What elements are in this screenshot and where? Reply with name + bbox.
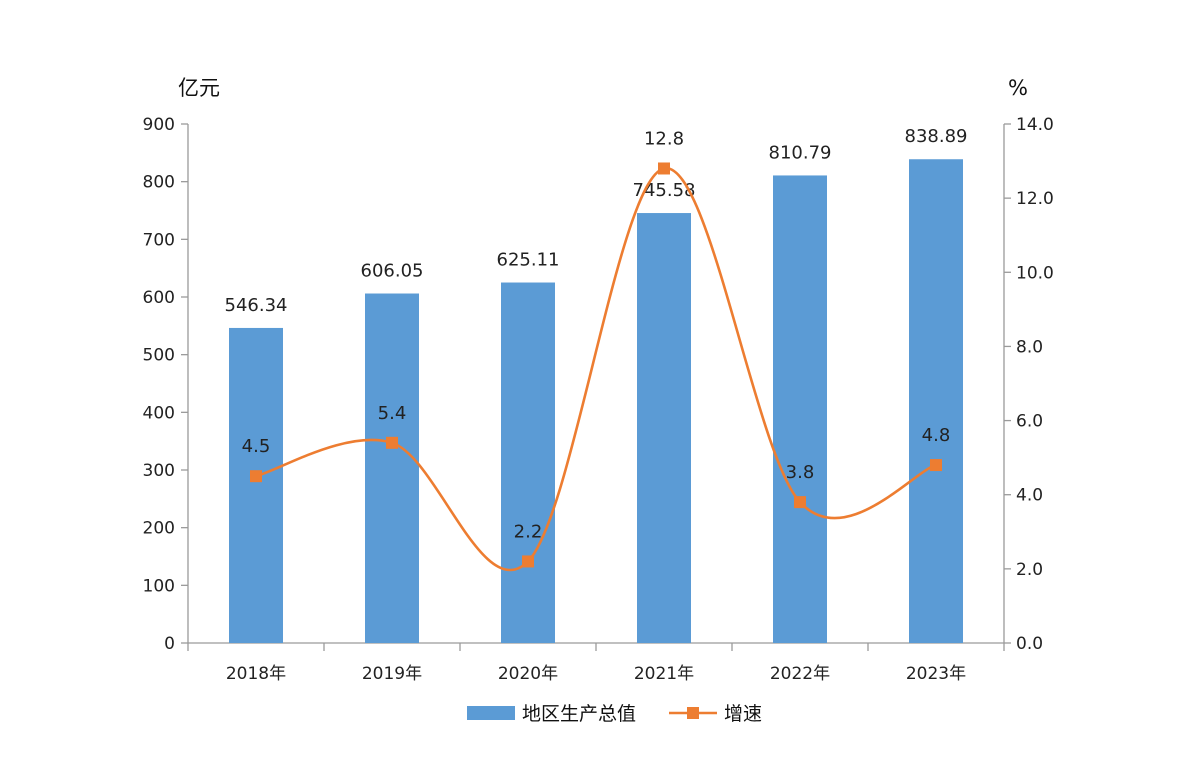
left-tick-label: 800	[143, 173, 175, 193]
bar	[909, 159, 963, 643]
bar-data-label: 606.05	[361, 261, 424, 282]
right-tick-label: 0.0	[1016, 634, 1043, 654]
right-tick-label: 8.0	[1016, 337, 1043, 357]
legend-line-label: 增速	[724, 703, 762, 725]
bar	[229, 327, 283, 643]
left-axis-unit: 亿元	[178, 76, 220, 100]
bar-data-label: 838.89	[905, 126, 968, 147]
line-data-labels: 4.5 5.4 2.2 12.8 3.8 4.8	[242, 128, 951, 542]
right-tick-label: 14.0	[1016, 115, 1054, 135]
legend-line-marker	[687, 707, 699, 719]
x-tick-label: 2023年	[906, 664, 966, 684]
bar	[773, 175, 827, 643]
x-tick-label: 2018年	[226, 664, 286, 684]
left-tick-label: 0	[164, 634, 175, 654]
line-data-label: 12.8	[644, 128, 684, 149]
left-tick-label: 200	[143, 519, 175, 539]
line-data-label: 3.8	[786, 462, 815, 483]
bar	[365, 293, 419, 643]
left-tick-label: 900	[143, 115, 175, 135]
bar-data-label: 810.79	[769, 142, 832, 163]
line-marker	[386, 436, 398, 449]
line-data-label: 4.8	[922, 425, 951, 446]
x-tick-label: 2019年	[362, 664, 422, 684]
line-marker	[250, 470, 262, 483]
right-tick-label: 2.0	[1016, 560, 1043, 580]
left-tick-label: 600	[143, 288, 175, 308]
growth-line	[255, 167, 937, 572]
line-data-label: 5.4	[378, 403, 407, 424]
x-tick-label: 2020年	[498, 664, 558, 684]
x-tick-label: 2021年	[634, 664, 694, 684]
line-series	[250, 162, 942, 572]
line-marker	[522, 555, 534, 568]
bar	[637, 213, 691, 643]
bar	[501, 282, 555, 643]
bar-data-label: 625.11	[497, 250, 560, 271]
right-axis-unit: %	[1008, 76, 1028, 100]
legend-bar-swatch	[467, 706, 515, 720]
line-marker	[794, 496, 806, 509]
line-marker	[930, 459, 942, 472]
bar-data-label: 546.34	[225, 295, 288, 316]
right-tick-label: 4.0	[1016, 486, 1043, 506]
legend: 地区生产总值 增速	[467, 703, 762, 725]
line-data-label: 2.2	[514, 521, 543, 542]
line-marker	[658, 162, 670, 175]
right-tick-label: 6.0	[1016, 412, 1043, 432]
right-tick-label: 10.0	[1016, 263, 1054, 283]
left-tick-label: 300	[143, 461, 175, 481]
left-tick-label: 400	[143, 403, 175, 423]
x-tick-label: 2022年	[770, 664, 830, 684]
left-tick-label: 700	[143, 230, 175, 250]
left-tick-label: 100	[143, 576, 175, 596]
legend-bar-label: 地区生产总值	[522, 703, 636, 725]
line-data-label: 4.5	[242, 436, 271, 457]
bar-series	[229, 159, 963, 643]
right-tick-label: 12.0	[1016, 189, 1054, 209]
left-tick-label: 500	[143, 346, 175, 366]
